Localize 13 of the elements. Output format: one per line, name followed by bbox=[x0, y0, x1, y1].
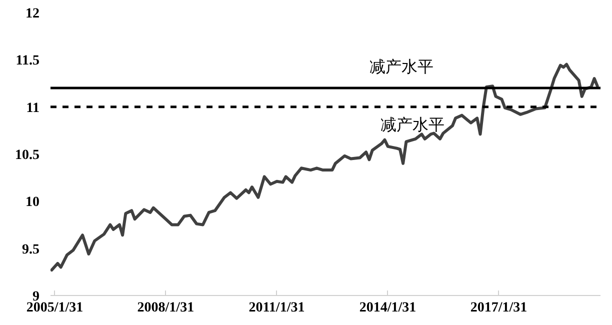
y-tick-label: 11.5 bbox=[16, 54, 40, 69]
x-tick-label: 2014/1/31 bbox=[359, 300, 416, 316]
y-tick-label: 9.5 bbox=[22, 242, 40, 258]
x-tick-label: 2017/1/31 bbox=[470, 300, 528, 316]
y-tick-label: 10.5 bbox=[15, 148, 40, 163]
ref-line-label: 减产水平 bbox=[380, 114, 444, 134]
y-tick-label: 10 bbox=[26, 195, 40, 210]
x-tick-label: 2011/1/31 bbox=[248, 300, 305, 316]
ref-line-label: 减产水平 bbox=[370, 56, 434, 76]
y-tick-label: 12 bbox=[26, 6, 40, 22]
x-tick-label: 2005/1/31 bbox=[26, 300, 84, 316]
x-tick-label: 2008/1/31 bbox=[137, 300, 194, 316]
y-tick-label: 11 bbox=[26, 100, 40, 116]
